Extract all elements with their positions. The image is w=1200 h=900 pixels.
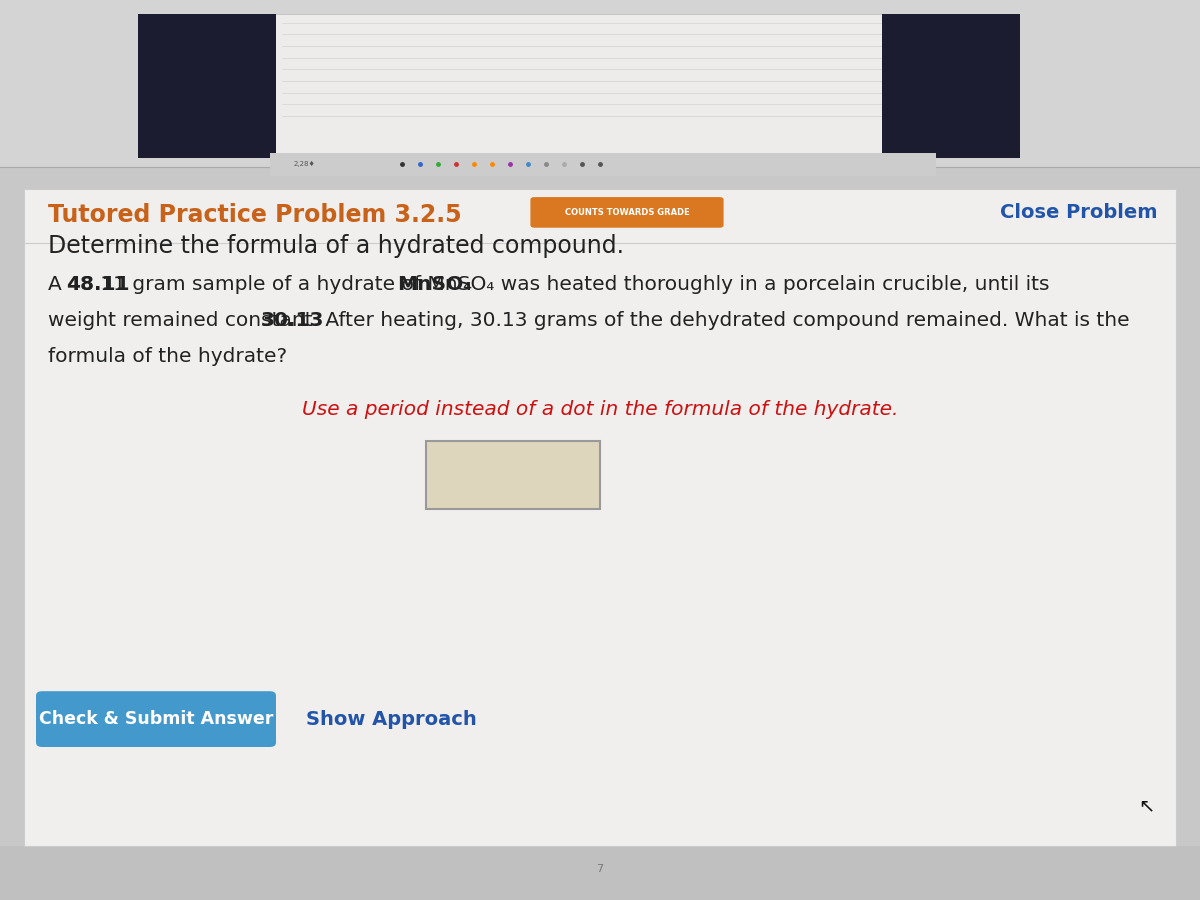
- Text: 7: 7: [596, 863, 604, 874]
- FancyBboxPatch shape: [530, 197, 724, 228]
- Text: 48.11: 48.11: [66, 274, 130, 293]
- Text: Close Problem: Close Problem: [1001, 202, 1158, 221]
- Text: Tutored Practice Problem 3.2.5: Tutored Practice Problem 3.2.5: [48, 202, 462, 227]
- Text: MnSO₄: MnSO₄: [397, 274, 473, 293]
- FancyBboxPatch shape: [0, 0, 1200, 166]
- FancyBboxPatch shape: [24, 189, 1176, 846]
- Text: formula of the hydrate?: formula of the hydrate?: [48, 346, 287, 365]
- Text: Check & Submit Answer: Check & Submit Answer: [38, 710, 274, 728]
- Text: ↖: ↖: [1138, 796, 1154, 815]
- Text: A 48.11 gram sample of a hydrate of MnSO₄ was heated thoroughly in a porcelain c: A 48.11 gram sample of a hydrate of MnSO…: [48, 274, 1050, 293]
- FancyBboxPatch shape: [36, 691, 276, 747]
- FancyBboxPatch shape: [0, 22, 1200, 846]
- Text: COUNTS TOWARDS GRADE: COUNTS TOWARDS GRADE: [565, 208, 689, 217]
- Text: weight remained constant. After heating, 30.13 grams of the dehydrated compound : weight remained constant. After heating,…: [48, 310, 1129, 329]
- Text: 2,28♦: 2,28♦: [294, 161, 316, 167]
- Text: Determine the formula of a hydrated compound.: Determine the formula of a hydrated comp…: [48, 234, 624, 258]
- FancyBboxPatch shape: [138, 14, 276, 157]
- FancyBboxPatch shape: [270, 14, 936, 153]
- Text: Use a period instead of a dot in the formula of the hydrate.: Use a period instead of a dot in the for…: [302, 400, 898, 419]
- FancyBboxPatch shape: [426, 441, 600, 508]
- Text: 30.13: 30.13: [260, 310, 324, 329]
- FancyBboxPatch shape: [0, 846, 1200, 900]
- Text: Show Approach: Show Approach: [306, 709, 476, 729]
- FancyBboxPatch shape: [270, 153, 936, 176]
- FancyBboxPatch shape: [882, 14, 1020, 157]
